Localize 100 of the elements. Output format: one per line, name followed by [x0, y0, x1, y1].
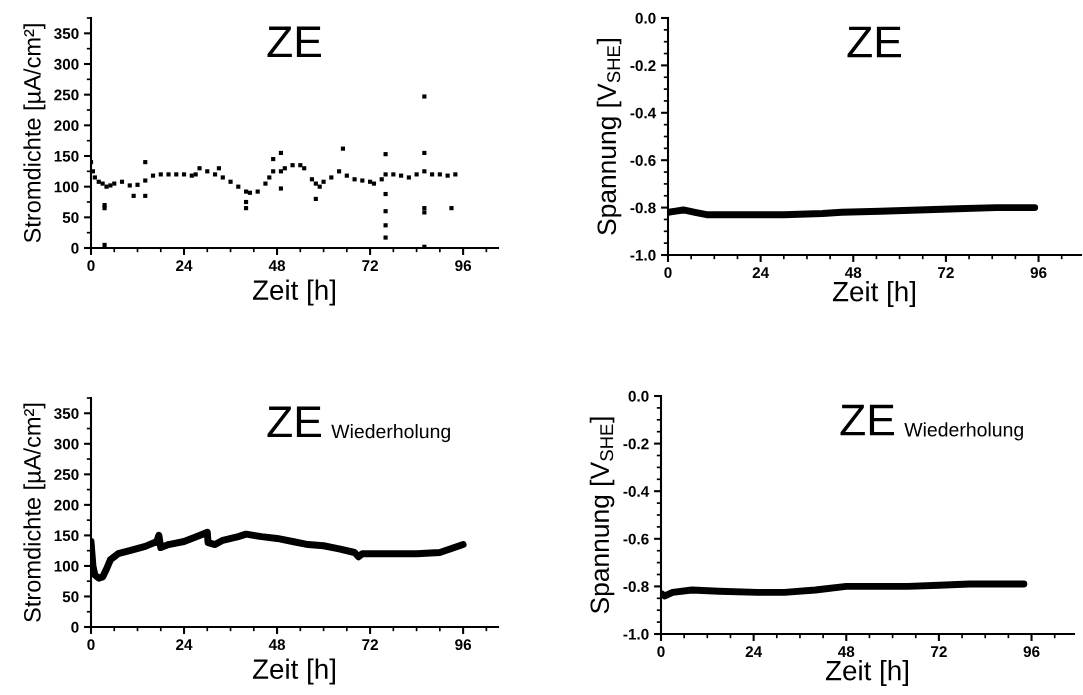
x-tick-label: 48 — [268, 639, 286, 651]
point — [340, 146, 346, 151]
y-tick-label: 350 — [54, 408, 79, 419]
point — [131, 193, 136, 198]
point — [453, 172, 458, 177]
point — [243, 206, 249, 211]
point — [302, 166, 307, 171]
x-tick-label: 24 — [745, 646, 763, 657]
point — [143, 178, 148, 183]
point — [449, 206, 454, 211]
point — [329, 175, 334, 180]
y-tick-label: -0.2 — [630, 60, 656, 72]
point — [383, 191, 388, 197]
point — [135, 182, 140, 187]
point — [383, 235, 388, 240]
point — [437, 172, 442, 177]
y-tick-label: 0.0 — [628, 390, 649, 402]
y-tick-label: 50 — [62, 591, 79, 603]
point — [278, 169, 284, 174]
y-tick-label: -0.6 — [623, 533, 649, 545]
x-tick-label: 72 — [362, 260, 378, 271]
x-tick-label: 48 — [268, 260, 286, 272]
point — [383, 152, 388, 157]
point — [445, 173, 450, 178]
point — [414, 172, 419, 177]
y-tick-label: -0.8 — [630, 202, 656, 214]
point — [309, 177, 315, 182]
point — [228, 179, 233, 184]
point — [379, 177, 384, 182]
point — [174, 172, 179, 177]
x-tick-label: 48 — [838, 646, 855, 658]
point — [119, 179, 125, 184]
point — [406, 175, 411, 180]
y-tick-label: 50 — [62, 212, 79, 224]
x-tick-label: 24 — [176, 260, 193, 271]
point — [271, 169, 276, 174]
y-tick-label: 150 — [54, 530, 79, 542]
point — [193, 172, 198, 177]
point — [383, 223, 388, 228]
y-tick-label: -0.8 — [623, 581, 649, 593]
y-tick-label: 250 — [54, 469, 79, 481]
point — [290, 163, 295, 168]
point — [92, 175, 97, 180]
point — [399, 173, 404, 178]
point — [278, 150, 284, 156]
y-tick-label: -0.2 — [623, 438, 649, 450]
y-axis-title: Stromdichte [µA/cm²] — [23, 24, 46, 243]
point — [112, 181, 117, 186]
chart-title: ZE — [267, 406, 321, 438]
point — [383, 209, 388, 214]
y-tick-label: 200 — [54, 120, 79, 132]
point — [91, 169, 96, 174]
x-axis-title: Zeit [h] — [252, 279, 335, 306]
x-tick-label: 48 — [845, 267, 862, 279]
x-axis-title: Zeit [h] — [252, 658, 335, 685]
chart-title: ZE — [840, 404, 894, 436]
point — [247, 190, 253, 195]
point — [102, 242, 107, 248]
point — [344, 173, 349, 178]
y-tick-label: 350 — [54, 28, 79, 40]
text: Wiederholung — [904, 422, 1023, 441]
x-tick-label: 0 — [87, 260, 95, 272]
y-tick-label: -1.0 — [630, 249, 656, 261]
point — [243, 199, 249, 205]
x-tick-label: 96 — [455, 639, 472, 651]
y-tick-label: 300 — [54, 438, 79, 450]
x-tick-label: 0 — [87, 639, 95, 651]
point — [368, 179, 373, 184]
point — [197, 166, 202, 171]
x-axis-title: Zeit [h] — [832, 281, 915, 307]
point — [127, 183, 132, 188]
y-axis-title: Spannung [V$_{SHE}$] — [596, 39, 622, 235]
point — [321, 179, 326, 184]
point — [422, 169, 427, 174]
text: Wiederholung — [331, 424, 450, 443]
x-tick-label: 96 — [1023, 646, 1040, 658]
point — [391, 172, 396, 177]
y-tick-label: 300 — [54, 58, 79, 70]
x-tick-label: 24 — [176, 639, 193, 650]
point — [166, 172, 171, 177]
y-tick-label: 200 — [54, 499, 79, 511]
y-axis-title: Stromdichte [µA/cm²] — [23, 403, 46, 622]
y-tick-label: 100 — [54, 181, 79, 193]
point — [360, 178, 365, 183]
point — [158, 172, 163, 177]
point — [317, 184, 322, 189]
y-tick-label: -0.4 — [623, 486, 650, 497]
point — [150, 173, 156, 178]
point — [271, 156, 276, 162]
y-tick-label: 100 — [54, 560, 79, 572]
point — [298, 163, 303, 168]
point — [267, 175, 272, 180]
point — [220, 175, 225, 180]
point — [336, 169, 342, 174]
point — [313, 196, 318, 202]
x-tick-label: 72 — [931, 646, 947, 657]
point — [255, 189, 260, 194]
point — [236, 184, 241, 189]
point — [430, 172, 435, 177]
point — [205, 169, 210, 174]
